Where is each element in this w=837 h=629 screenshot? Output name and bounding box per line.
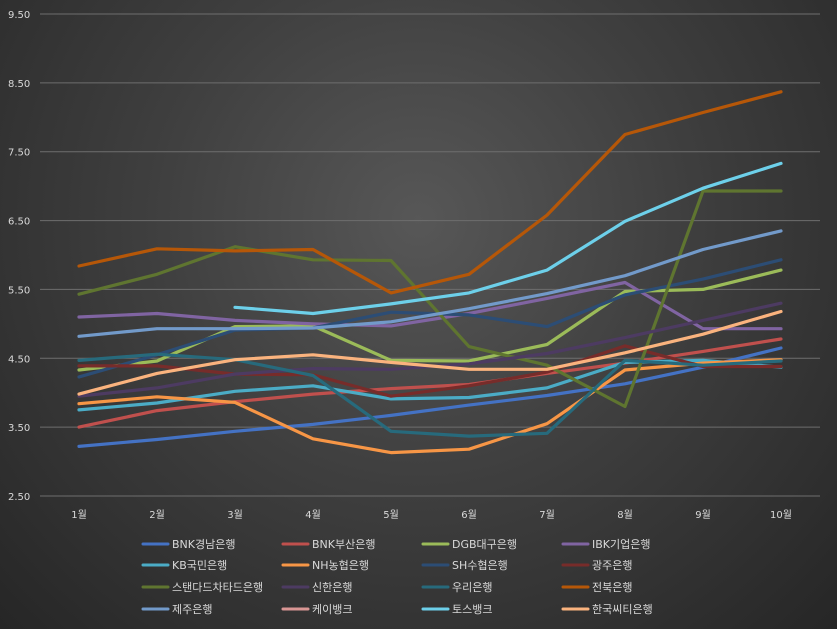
x-tick-label: 7월 (539, 509, 555, 521)
series-line (77, 189, 783, 409)
x-tick-label: 4월 (305, 509, 321, 521)
series-line (77, 352, 783, 438)
legend-label: BNK경남은행 (172, 538, 235, 551)
legend-label: NH농협은행 (312, 559, 369, 572)
legend-label: BNK부산은행 (312, 538, 375, 551)
legend-label: 전북은행 (592, 581, 632, 594)
y-tick-label: 6.50 (8, 217, 30, 228)
x-tick-label: 6월 (461, 509, 477, 521)
legend-label: IBK기업은행 (592, 538, 650, 551)
series-line (77, 346, 783, 448)
x-tick-label: 3월 (227, 509, 243, 521)
series-line (77, 258, 783, 379)
x-tick-label: 5월 (383, 509, 399, 521)
legend-label: KB국민은행 (172, 559, 227, 572)
y-tick-label: 5.50 (8, 285, 30, 296)
y-tick-label: 4.50 (8, 354, 30, 365)
legend-label: 케이뱅크 (312, 603, 352, 616)
legend-label: 스탠다드차타드은행 (172, 581, 263, 594)
legend-label: SH수협은행 (452, 559, 508, 572)
series-line (77, 280, 783, 331)
series-line (233, 161, 783, 316)
legend-label: 신한은행 (312, 581, 352, 594)
x-tick-label: 2월 (149, 509, 165, 521)
y-tick-label: 8.50 (8, 79, 30, 90)
series-line (77, 90, 783, 295)
legend-label: 우리은행 (452, 581, 492, 594)
y-tick-label: 2.50 (8, 492, 30, 503)
y-tick-label: 9.50 (8, 10, 30, 21)
y-tick-label: 7.50 (8, 148, 30, 159)
legend-label: DGB대구은행 (452, 538, 517, 551)
x-tick-label: 1월 (71, 509, 87, 521)
series-line (77, 358, 783, 455)
legend-label: 한국씨티은행 (592, 603, 653, 616)
series-line (77, 229, 783, 338)
x-tick-label: 8월 (617, 509, 633, 521)
legend-label: 토스뱅크 (452, 603, 492, 616)
x-tick-label: 9월 (695, 509, 711, 521)
x-tick-label: 10월 (770, 509, 792, 521)
series-line (77, 309, 783, 396)
legend-label: 광주은행 (592, 559, 632, 572)
legend-label: 제주은행 (172, 603, 212, 616)
series-line (77, 344, 783, 398)
y-tick-label: 3.50 (8, 423, 30, 434)
